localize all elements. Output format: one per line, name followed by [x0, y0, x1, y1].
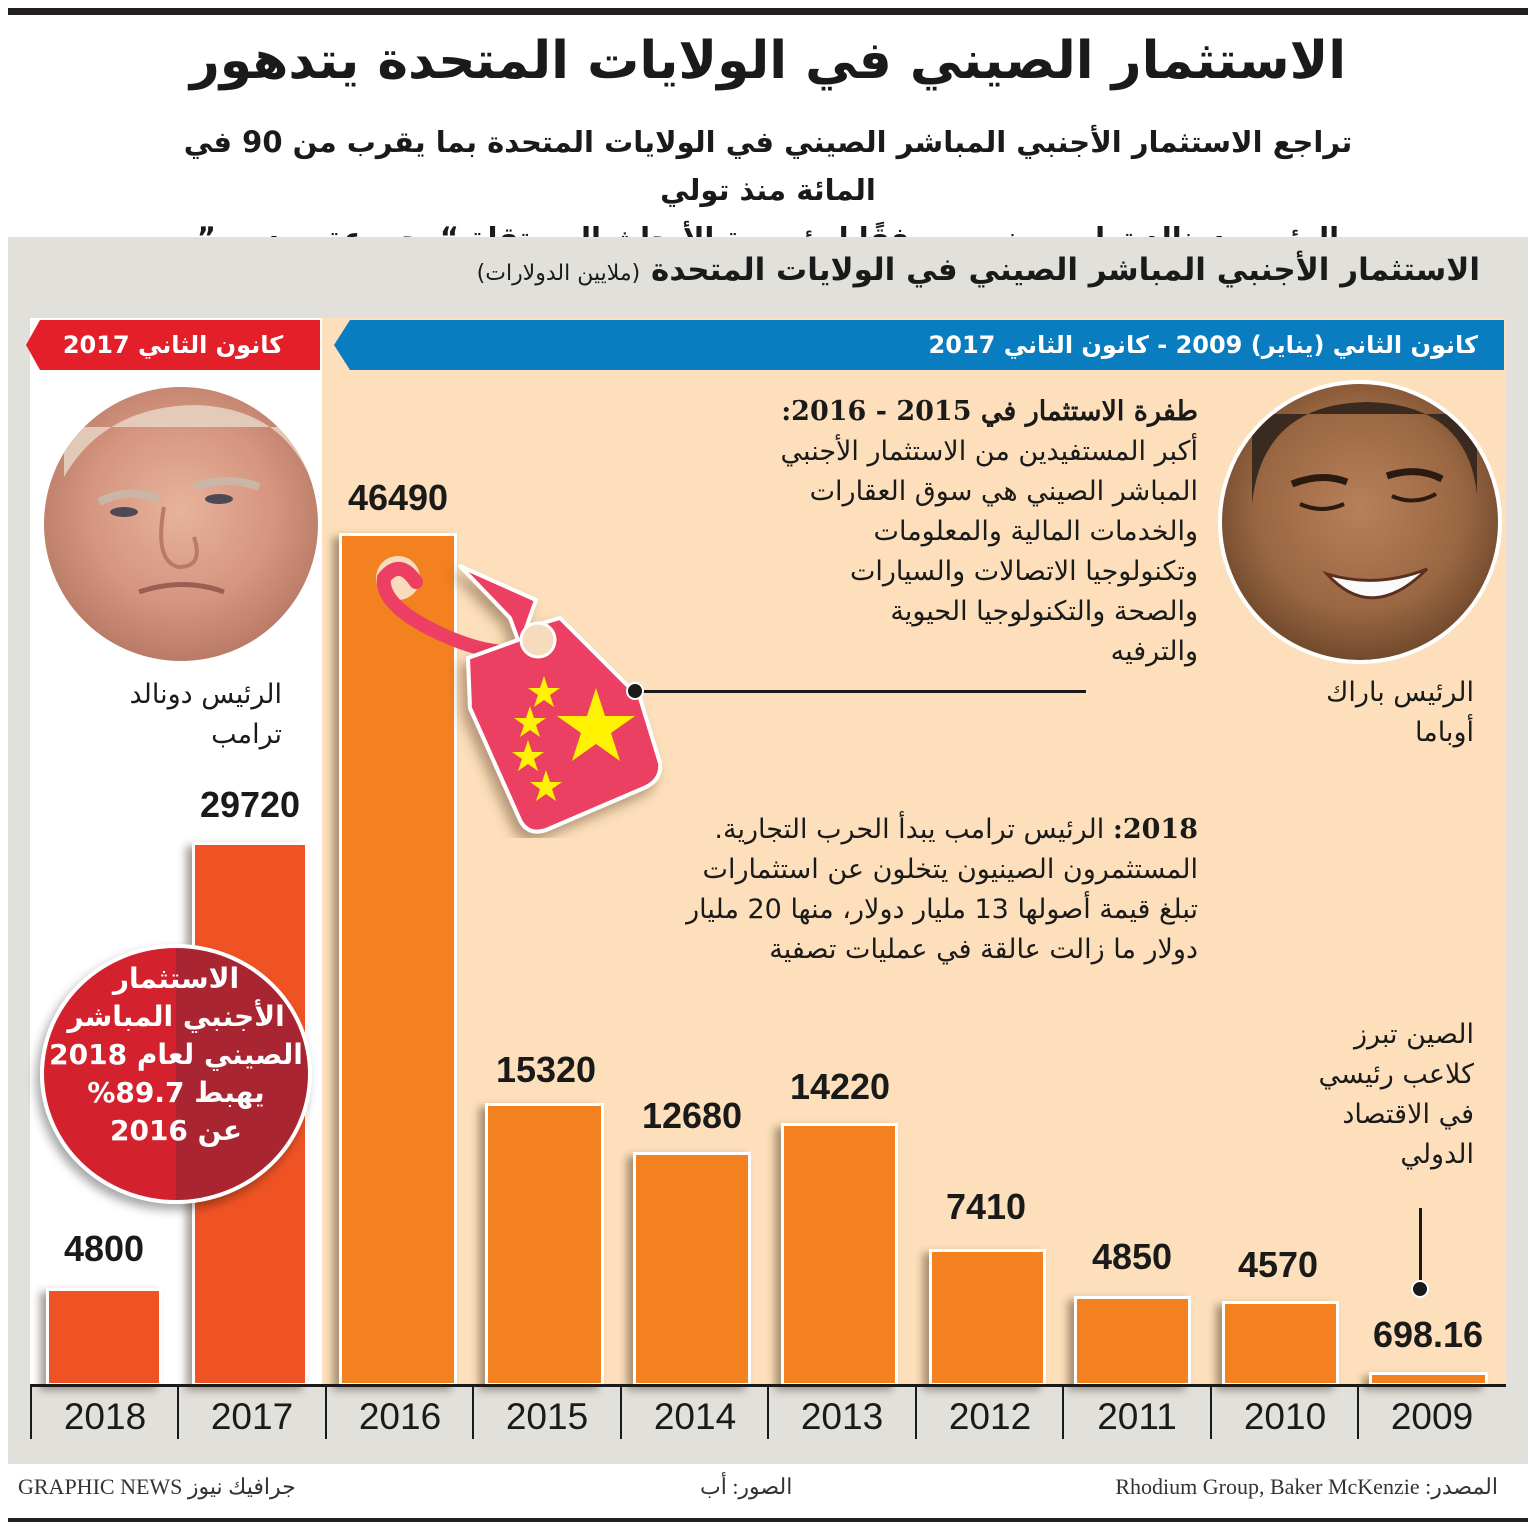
- bar-value-2017: 29720: [199, 784, 301, 825]
- badge-line: الاستثمار: [112, 962, 240, 995]
- axis-tick: [325, 1387, 327, 1439]
- china-emerges-line: الدولي: [1400, 1139, 1474, 1170]
- footer-credit: GRAPHIC NEWS جرافيك نيوز: [18, 1474, 296, 1499]
- spike-line: والصحة والتكنولوجيا الحيوية: [890, 596, 1198, 627]
- investment-spike-annotation: طفرة الاستثمار في 2015 - 2016: أكبر المس…: [638, 392, 1198, 672]
- axis-tick: [177, 1387, 179, 1439]
- bar-2013: [781, 1123, 898, 1386]
- bar-value-2016: 46490: [347, 477, 449, 518]
- x-tick-label: 2010: [1243, 1396, 1327, 1437]
- bottom-rule: [8, 1518, 1528, 1522]
- x-tick-label: 2015: [505, 1396, 589, 1437]
- trade-war-line: تبلغ قيمة أصولها 13 مليار دولار، منها 20…: [686, 894, 1198, 925]
- bar-2018: [46, 1288, 162, 1386]
- spike-line: والخدمات المالية والمعلومات: [873, 516, 1198, 547]
- bar-value-2009: 698.16: [1372, 1314, 1484, 1355]
- page-title: الاستثمار الصيني في الولايات المتحدة يتد…: [189, 31, 1347, 91]
- chart-unit: (ملايين الدولارات): [476, 261, 641, 286]
- china-emerges-line: كلاعب رئيسي: [1318, 1059, 1474, 1090]
- footer-source: المصدر: Rhodium Group, Baker McKenzie: [1115, 1474, 1498, 1499]
- axis-tick: [30, 1387, 32, 1439]
- china-emerges-line: في الاقتصاد: [1342, 1099, 1474, 1130]
- axis-tick: [1062, 1387, 1064, 1439]
- trump-face-icon: [64, 405, 314, 595]
- top-rule: [8, 8, 1528, 15]
- x-tick-label: 2013: [800, 1396, 884, 1437]
- bar-2012: [929, 1249, 1046, 1386]
- trump-period-banner: كانون الثاني 2017: [26, 320, 320, 370]
- badge-line: يهبط 89.7%: [87, 1076, 265, 1109]
- spike-leader-dot-icon: [626, 682, 644, 700]
- x-tick-label: 2014: [653, 1396, 737, 1437]
- x-tick-label: 2017: [210, 1396, 294, 1437]
- obama-photo: [1218, 380, 1502, 664]
- obama-caption-line-1: الرئيس باراك: [1326, 677, 1474, 708]
- bar-2010: [1222, 1301, 1339, 1386]
- bar-value-2011: 4850: [1091, 1236, 1173, 1277]
- badge-line: الصيني لعام 2018: [49, 1038, 303, 1071]
- axis-tick: [915, 1387, 917, 1439]
- x-tick-label: 2011: [1097, 1396, 1177, 1437]
- bar-value-2018: 4800: [63, 1228, 145, 1269]
- axis-tick: [1357, 1387, 1359, 1439]
- chart-title-text: الاستثمار الأجنبي المباشر الصيني في الول…: [651, 252, 1480, 288]
- footer-photos: الصور: أب: [700, 1474, 793, 1499]
- badge-line: الأجنبي المباشر: [67, 1000, 285, 1033]
- x-tick-label: 2016: [358, 1396, 442, 1437]
- x-axis: [30, 1384, 1506, 1387]
- trump-photo: [40, 383, 322, 665]
- trade-war-line: الرئيس ترامب يبدأ الحرب التجارية.: [714, 814, 1105, 845]
- trade-war-line: دولار ما زالت عالقة في عمليات تصفية: [769, 934, 1198, 965]
- china-emerges-line: الصين تبرز: [1353, 1019, 1474, 1050]
- bar-value-2010: 4570: [1237, 1244, 1319, 1285]
- obama-caption: الرئيس باراك أوباما: [1254, 673, 1474, 753]
- bar-2011: [1074, 1296, 1191, 1386]
- spike-heading: طفرة الاستثمار في 2015 - 2016:: [781, 396, 1198, 427]
- trade-war-year: 2018:: [1112, 814, 1198, 845]
- trump-caption-line-1: الرئيس دونالد: [129, 679, 283, 710]
- china-emerges-leader-dot-icon: [1411, 1280, 1429, 1298]
- spike-line: المباشر الصيني هي سوق العقارات: [809, 476, 1198, 507]
- badge-line: عن 2016: [109, 1114, 242, 1147]
- trump-caption-line-2: ترامب: [211, 719, 282, 750]
- x-tick-label: 2012: [948, 1396, 1032, 1437]
- china-emerges-leader-line: [1419, 1208, 1422, 1286]
- obama-caption-line-2: أوباما: [1415, 717, 1474, 748]
- bar-2015: [485, 1103, 604, 1386]
- subtitle-line-1: تراجع الاستثمار الأجنبي المباشر الصيني ف…: [183, 125, 1353, 207]
- spike-line: والترفيه: [1110, 636, 1198, 667]
- axis-tick: [1210, 1387, 1212, 1439]
- bar-value-2012: 7410: [945, 1186, 1027, 1227]
- bar-2014: [633, 1152, 751, 1386]
- bar-value-2013: 14220: [789, 1066, 891, 1107]
- bar-value-2014: 12680: [641, 1095, 743, 1136]
- drop-percentage-badge: الاستثمار الأجنبي المباشر الصيني لعام 20…: [40, 944, 312, 1204]
- bar-value-2015: 15320: [495, 1049, 597, 1090]
- axis-tick: [620, 1387, 622, 1439]
- spike-line: أكبر المستفيدين من الاستثمار الأجنبي: [780, 436, 1198, 467]
- china-emerges-annotation: الصين تبرز كلاعب رئيسي في الاقتصاد الدول…: [1274, 1015, 1474, 1175]
- x-tick-label: 2009: [1390, 1396, 1474, 1437]
- chart-title: الاستثمار الأجنبي المباشر الصيني في الول…: [477, 252, 1480, 288]
- obama-face-icon: [1252, 402, 1477, 600]
- bar-2016: [339, 533, 457, 1386]
- china-flag-price-tag-icon: [376, 556, 663, 834]
- axis-tick: [472, 1387, 474, 1439]
- spike-leader-line: [636, 690, 1086, 693]
- axis-tick: [767, 1387, 769, 1439]
- trade-war-line: المستثمرون الصينيون يتخلون عن استثمارات: [702, 854, 1198, 885]
- trump-caption: الرئيس دونالد ترامب: [62, 675, 283, 755]
- x-tick-label: 2018: [63, 1396, 147, 1437]
- obama-period-banner: كانون الثاني (يناير) 2009 - كانون الثاني…: [334, 320, 1504, 370]
- spike-line: وتكنولوجيا الاتصالات والسيارات: [849, 556, 1198, 587]
- trade-war-annotation: 2018: الرئيس ترامب يبدأ الحرب التجارية. …: [598, 810, 1198, 970]
